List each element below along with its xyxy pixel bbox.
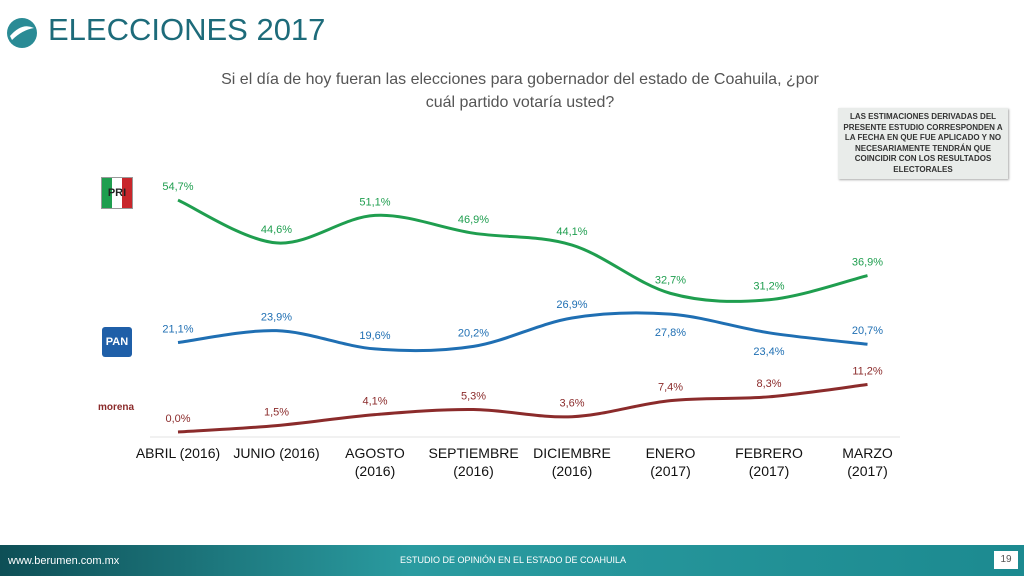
legend-entry: morena (97, 402, 135, 413)
data-label: 46,9% (458, 214, 489, 226)
data-label: 3,6% (559, 398, 584, 410)
series-line (177, 311, 868, 353)
data-label: 23,9% (261, 312, 292, 324)
data-label: 1,5% (264, 407, 289, 419)
data-label: 27,8% (655, 327, 686, 339)
data-label: 31,2% (753, 281, 784, 293)
x-tick-label: ENERO (2017) (645, 445, 696, 479)
data-label: 7,4% (658, 382, 683, 394)
slide-title: ELECCIONES 2017 (48, 12, 326, 47)
data-label: 51,1% (359, 196, 390, 208)
legend-entry: PAN (102, 327, 132, 357)
data-label: 20,7% (852, 325, 883, 337)
data-label: 0,0% (165, 413, 190, 425)
data-label: 26,9% (556, 299, 587, 311)
data-label: 19,6% (359, 330, 390, 342)
brand-logo (7, 18, 37, 48)
page-number: 19 (994, 551, 1018, 569)
footer-center: ESTUDIO DE OPINIÓN EN EL ESTADO DE COAHU… (400, 555, 627, 565)
x-tick-label: ABRIL (2016) (135, 445, 221, 461)
x-tick-label: JUNIO (2016) (233, 445, 320, 461)
x-tick-label: DICIEMBRE (2016) (533, 445, 611, 479)
data-label: 4,1% (362, 396, 387, 408)
x-tick-label: FEBRERO (2017) (735, 445, 803, 479)
disclaimer: LAS ESTIMACIONES DERIVADAS DEL PRESENTE … (838, 108, 1008, 179)
data-label: 21,1% (162, 324, 193, 336)
data-label: 44,6% (261, 224, 292, 236)
data-label: 11,2% (852, 366, 883, 378)
chart-title: Si el día de hoy fueran las elecciones p… (221, 71, 819, 111)
footer-url: www.berumen.com.mx (8, 555, 120, 567)
series-line (177, 198, 868, 303)
data-label: 5,3% (461, 391, 486, 403)
x-tick-label: SEPTIEMBRE (2016) (428, 445, 519, 479)
x-tick-label: AGOSTO (2016) (345, 445, 405, 479)
series-line (177, 383, 868, 434)
data-label: 20,2% (458, 327, 489, 339)
data-label: 8,3% (756, 378, 781, 390)
legend-entry: PRI (101, 177, 133, 209)
data-label: 23,4% (753, 346, 784, 358)
brand-logo-swoosh (10, 26, 34, 40)
data-label: 36,9% (852, 257, 883, 269)
footer: www.berumen.com.mx ESTUDIO DE OPINIÓN EN… (0, 545, 1024, 576)
x-tick-label: MARZO (2017) (842, 445, 893, 479)
data-label: 54,7% (162, 181, 193, 193)
data-label: 44,1% (556, 226, 587, 238)
data-label: 32,7% (655, 274, 686, 286)
